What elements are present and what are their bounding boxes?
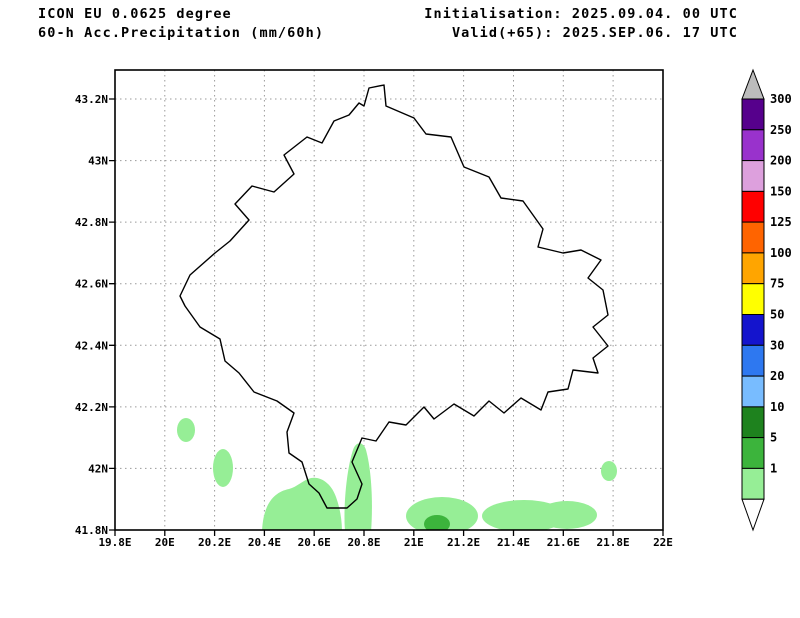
x-tick-label: 21.8E	[597, 536, 630, 549]
x-tick-label: 20.6E	[298, 536, 331, 549]
colorbar-label: 250	[770, 123, 792, 137]
model-title: ICON EU 0.0625 degree	[38, 6, 232, 22]
y-tick-label: 41.8N	[75, 524, 108, 537]
y-tick-label: 42.8N	[75, 216, 108, 229]
colorbar-label: 5	[770, 431, 777, 445]
colorbar-label: 300	[770, 92, 792, 106]
x-tick-label: 19.8E	[98, 536, 131, 549]
y-tick-label: 43.2N	[75, 93, 108, 106]
y-tick-label: 42.2N	[75, 401, 108, 414]
y-tick-marks	[109, 98, 115, 531]
x-tick-label: 21E	[404, 536, 424, 549]
x-tick-label: 22E	[653, 536, 673, 549]
colorbar-band	[741, 437, 765, 469]
y-tick-label: 42.4N	[75, 339, 108, 352]
colorbar-band	[741, 160, 765, 192]
colorbar-label: 1	[770, 461, 777, 475]
x-tick-label: 20.4E	[248, 536, 281, 549]
colorbar-label: 100	[770, 246, 792, 260]
colorbar-band	[741, 252, 765, 285]
colorbar-overflow-bottom	[741, 498, 765, 532]
colorbar-band	[741, 314, 765, 346]
x-tick-label: 20.8E	[347, 536, 380, 549]
vertical-gridlines	[164, 70, 614, 530]
horizontal-gridlines	[115, 98, 663, 469]
y-tick-label: 42N	[88, 462, 108, 475]
colorbar-band	[741, 283, 765, 316]
x-tick-label: 21.4E	[497, 536, 530, 549]
colorbar-label: 75	[770, 277, 784, 291]
colorbar-band	[741, 467, 765, 500]
y-tick-label: 43N	[88, 155, 108, 168]
colorbar-label: 150	[770, 184, 792, 198]
colorbar-band	[741, 406, 765, 439]
colorbar-label: 20	[770, 369, 784, 383]
x-tick-label: 21.6E	[547, 536, 580, 549]
colorbar-band	[741, 129, 765, 162]
precip-moderate-area	[424, 515, 450, 530]
country-border	[179, 84, 609, 509]
valid-time: Valid(+65): 2025.SEP.06. 17 UTC	[451, 25, 738, 41]
x-tick-marks	[114, 530, 664, 536]
colorbar-label: 200	[770, 154, 792, 168]
x-tick-label: 20E	[155, 536, 175, 549]
colorbar-label: 10	[770, 400, 784, 414]
precip-light-areas	[177, 418, 617, 530]
colorbar-band	[741, 375, 765, 408]
x-tick-label: 20.2E	[198, 536, 231, 549]
colorbar-band	[741, 98, 765, 131]
colorbar-overflow-top	[741, 68, 765, 100]
colorbar-band	[741, 221, 765, 254]
colorbar-label: 50	[770, 308, 784, 322]
product-title: 60-h Acc.Precipitation (mm/60h)	[38, 25, 325, 41]
colorbar-band	[741, 190, 765, 223]
plot-frame	[114, 69, 664, 531]
colorbar-band	[741, 344, 765, 377]
colorbar-label: 30	[770, 338, 784, 352]
x-tick-label: 21.2E	[447, 536, 480, 549]
initialisation-time: Initialisation: 2025.09.04. 00 UTC	[424, 6, 738, 22]
colorbar-label: 125	[770, 215, 792, 229]
y-tick-label: 42.6N	[75, 278, 108, 291]
